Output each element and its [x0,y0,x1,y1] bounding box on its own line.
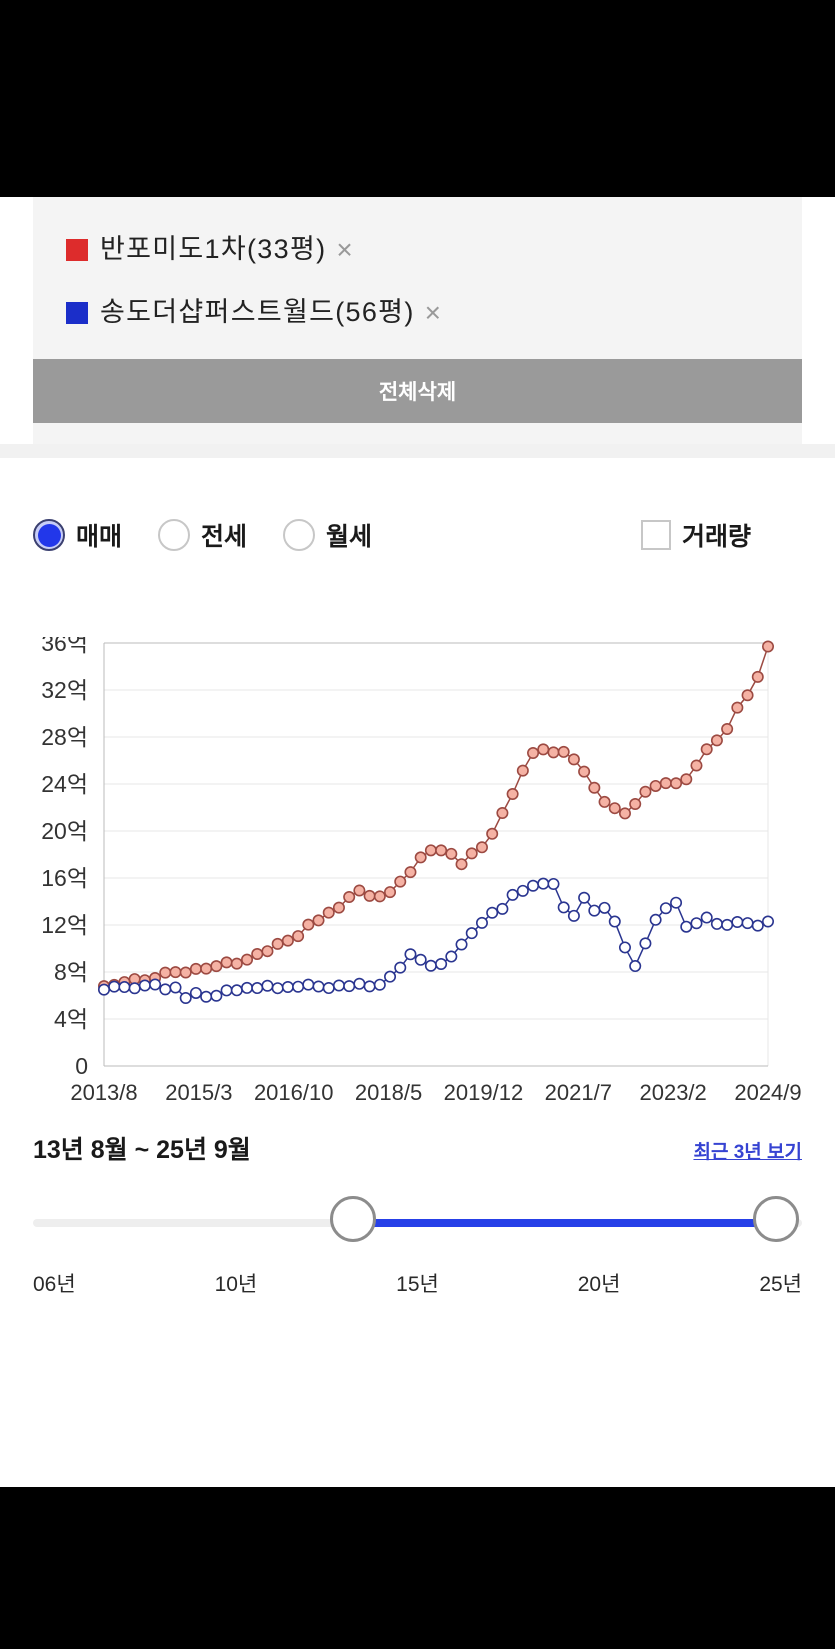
svg-text:20억: 20억 [41,818,88,844]
svg-text:16억: 16억 [41,865,88,891]
svg-text:2019/12: 2019/12 [444,1080,524,1105]
svg-text:2015/3: 2015/3 [165,1080,232,1105]
svg-text:2013/8: 2013/8 [70,1080,137,1105]
svg-text:32억: 32억 [41,677,88,703]
svg-text:2021/7: 2021/7 [545,1080,612,1105]
svg-text:2016/10: 2016/10 [254,1080,334,1105]
svg-text:28억: 28억 [41,724,88,750]
svg-text:2023/2: 2023/2 [639,1080,706,1105]
svg-text:24억: 24억 [41,771,88,797]
svg-text:0: 0 [75,1053,88,1079]
svg-text:4억: 4억 [54,1006,88,1032]
svg-text:8억: 8억 [54,959,88,985]
svg-text:36억: 36억 [41,637,88,656]
svg-text:2018/5: 2018/5 [355,1080,422,1105]
svg-text:2024/9: 2024/9 [734,1080,801,1105]
svg-text:12억: 12억 [41,912,88,938]
